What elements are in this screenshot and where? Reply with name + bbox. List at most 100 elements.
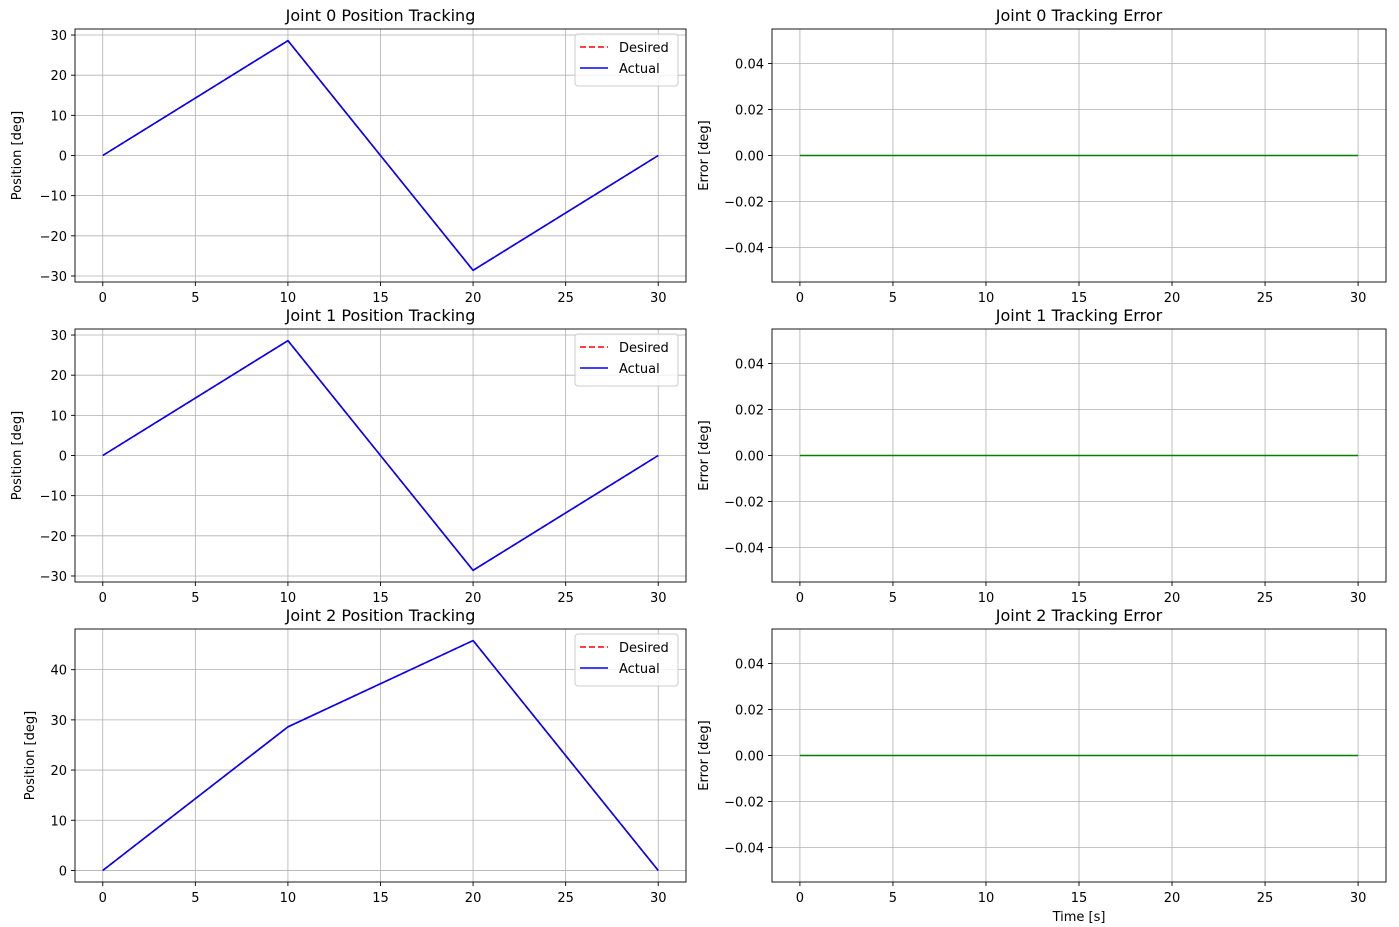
legend-label-actual: Actual xyxy=(619,662,660,677)
y-tick-label: −20 xyxy=(40,530,67,545)
x-axis-label: Time [s] xyxy=(1052,910,1106,925)
y-axis-label: Position [deg] xyxy=(10,111,25,200)
x-tick-label: 0 xyxy=(796,591,804,606)
x-tick-label: 5 xyxy=(191,291,199,306)
x-tick-label: 25 xyxy=(557,291,574,306)
y-tick-label: 0.00 xyxy=(735,450,764,465)
y-tick-label: 0.02 xyxy=(735,104,764,119)
subplot-3: 0 5 10 15 20 25 30 −0.04 −0.02 0.00 0.02 0.04 Joint … xyxy=(697,306,1387,606)
y-tick-label: 0.00 xyxy=(735,150,764,165)
x-tick-label: 15 xyxy=(372,291,389,306)
legend-label-desired: Desired xyxy=(619,341,669,356)
x-tick-label: 5 xyxy=(889,891,897,906)
x-tick-label: 10 xyxy=(280,591,297,606)
y-axis-label: Error [deg] xyxy=(697,420,712,490)
x-tick-label: 20 xyxy=(1164,591,1181,606)
subplot-title: Joint 2 Position Tracking xyxy=(285,606,476,625)
x-tick-label: 0 xyxy=(796,291,804,306)
y-tick-label: 0.04 xyxy=(735,58,764,73)
y-tick-label: 10 xyxy=(50,814,67,829)
x-tick-label: 25 xyxy=(1257,891,1274,906)
y-tick-label: 0.02 xyxy=(735,704,764,719)
y-tick-label: 20 xyxy=(50,69,67,84)
y-tick-label: 0.00 xyxy=(735,750,764,765)
legend-label-actual: Actual xyxy=(619,362,660,377)
x-tick-label: 20 xyxy=(1164,891,1181,906)
y-tick-label: 10 xyxy=(50,409,67,424)
x-tick-label: 10 xyxy=(978,591,995,606)
y-tick-label: −0.04 xyxy=(724,842,764,857)
series-line-actual xyxy=(102,639,659,872)
x-tick-label: 30 xyxy=(1350,591,1367,606)
y-tick-label: 40 xyxy=(50,664,67,679)
subplot-title: Joint 0 Position Tracking xyxy=(285,6,476,25)
subplot-title: Joint 2 Tracking Error xyxy=(995,606,1163,625)
x-tick-label: 20 xyxy=(465,291,482,306)
x-tick-label: 20 xyxy=(465,591,482,606)
subplot-5: 0 5 10 15 20 25 30 −0.04 −0.02 0.00 0.02 0.04 Joint … xyxy=(697,606,1387,925)
series-line-actual xyxy=(102,339,659,572)
legend-label-actual: Actual xyxy=(619,62,660,77)
x-tick-label: 5 xyxy=(889,291,897,306)
y-tick-label: −0.04 xyxy=(724,542,764,557)
y-tick-label: −30 xyxy=(40,270,67,285)
y-axis-label: Position [deg] xyxy=(10,411,25,500)
series-line-actual xyxy=(102,39,659,272)
y-tick-label: 20 xyxy=(50,369,67,384)
legend: Desired Actual xyxy=(574,33,679,87)
x-tick-label: 10 xyxy=(978,291,995,306)
y-tick-label: 0 xyxy=(59,150,67,165)
legend: Desired Actual xyxy=(574,333,679,387)
subplot-1: 0 5 10 15 20 25 30 −0.04 −0.02 0.00 0.02 0.04 Joint … xyxy=(697,6,1387,306)
y-tick-label: −0.04 xyxy=(724,242,764,257)
x-tick-label: 15 xyxy=(1071,291,1088,306)
y-tick-label: 30 xyxy=(50,329,67,344)
x-tick-label: 0 xyxy=(99,591,107,606)
y-tick-label: −0.02 xyxy=(724,496,764,511)
y-axis-label: Position [deg] xyxy=(23,711,38,800)
y-tick-label: −0.02 xyxy=(724,796,764,811)
x-tick-label: 30 xyxy=(1350,291,1367,306)
subplot-title: Joint 0 Tracking Error xyxy=(995,6,1163,25)
x-tick-label: 25 xyxy=(1257,291,1274,306)
y-tick-label: 0.04 xyxy=(735,658,764,673)
x-tick-label: 30 xyxy=(650,591,667,606)
y-tick-label: −30 xyxy=(40,570,67,585)
subplot-0: 0 5 10 15 20 25 30 −30 −20 −10 0 10 20 30 Joint 0 Posi… xyxy=(10,6,687,306)
y-tick-label: −20 xyxy=(40,230,67,245)
x-tick-label: 25 xyxy=(557,591,574,606)
x-tick-label: 15 xyxy=(372,891,389,906)
y-tick-label: 10 xyxy=(50,109,67,124)
x-tick-label: 30 xyxy=(650,891,667,906)
x-tick-label: 30 xyxy=(650,291,667,306)
x-tick-label: 5 xyxy=(889,591,897,606)
x-tick-label: 10 xyxy=(280,291,297,306)
x-tick-label: 25 xyxy=(1257,591,1274,606)
y-tick-label: 30 xyxy=(50,714,67,729)
y-tick-label: −10 xyxy=(40,190,67,205)
x-tick-label: 5 xyxy=(191,591,199,606)
y-tick-label: −0.02 xyxy=(724,196,764,211)
subplot-4: 0 5 10 15 20 25 30 0 10 20 30 40 Joint 2 Position Tr… xyxy=(23,606,687,906)
x-tick-label: 20 xyxy=(1164,291,1181,306)
y-tick-label: 0 xyxy=(59,450,67,465)
subplot-2: 0 5 10 15 20 25 30 −30 −20 −10 0 10 20 30 Joint 1 Posi… xyxy=(10,306,687,606)
y-tick-label: 30 xyxy=(50,29,67,44)
y-axis-label: Error [deg] xyxy=(697,720,712,790)
x-tick-label: 20 xyxy=(465,891,482,906)
y-tick-label: −10 xyxy=(40,490,67,505)
x-tick-label: 0 xyxy=(99,891,107,906)
x-tick-label: 15 xyxy=(372,591,389,606)
y-tick-label: 0 xyxy=(59,864,67,879)
x-tick-label: 15 xyxy=(1071,591,1088,606)
legend-label-desired: Desired xyxy=(619,641,669,656)
x-tick-label: 5 xyxy=(191,891,199,906)
legend-label-desired: Desired xyxy=(619,41,669,56)
subplot-title: Joint 1 Position Tracking xyxy=(285,306,476,325)
x-tick-label: 25 xyxy=(557,891,574,906)
x-tick-label: 10 xyxy=(280,891,297,906)
x-tick-label: 0 xyxy=(796,891,804,906)
y-axis-label: Error [deg] xyxy=(697,120,712,190)
y-tick-label: 20 xyxy=(50,764,67,779)
x-tick-label: 15 xyxy=(1071,891,1088,906)
